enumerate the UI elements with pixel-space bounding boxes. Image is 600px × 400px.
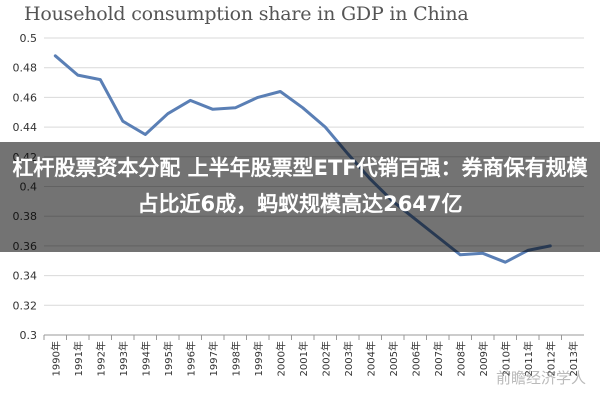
- x-tick-label: 1996年: [184, 341, 197, 376]
- y-tick-label: 0.46: [13, 91, 38, 104]
- x-tick-label: 1999年: [252, 341, 265, 376]
- x-tick-label: 1994年: [139, 341, 152, 376]
- x-tick-label: 2012年: [544, 341, 557, 376]
- x-tick-label: 1995年: [162, 341, 175, 376]
- x-tick-label: 1991年: [72, 341, 85, 376]
- y-tick-label: 0.5: [20, 32, 38, 45]
- y-tick-label: 0.3: [20, 329, 38, 342]
- x-tick-label: 2003年: [342, 341, 355, 376]
- x-tick-label: 1992年: [94, 341, 107, 376]
- x-axis: 1990年 1991年 1992年 1993年 1994年 1995年 1996年 1997年…: [43, 334, 584, 376]
- y-tick-label: 0.44: [13, 121, 38, 134]
- x-tick-label: 2006年: [409, 341, 422, 376]
- x-tick-label: 2008年: [454, 341, 467, 376]
- series-layer: [53, 54, 552, 264]
- x-tick-label: 2002年: [319, 341, 332, 376]
- x-tick-label: 2009年: [477, 341, 490, 376]
- x-tick-label: 2005年: [387, 341, 400, 376]
- x-tick-label: 1997年: [207, 341, 220, 376]
- x-tick-label: 1990年: [49, 341, 62, 376]
- x-tick-label: 2013年: [567, 341, 580, 376]
- y-tick-label: 0.32: [13, 299, 38, 312]
- x-tick-label: 2000年: [274, 341, 287, 376]
- x-tick-label: 1998年: [229, 341, 242, 376]
- watermark: 前瞻经济学人: [495, 369, 586, 387]
- headline-overlay: [0, 142, 600, 252]
- y-tick-label: 0.48: [13, 62, 38, 75]
- y-tick-label: 0.34: [13, 270, 38, 283]
- x-tick-label: 2010年: [499, 341, 512, 376]
- x-tick-label: 1993年: [117, 341, 130, 376]
- x-tick-label: 2004年: [364, 341, 377, 376]
- x-tick-label: 2001年: [297, 341, 310, 376]
- chart-title: Household consumption share in GDP in Ch…: [24, 3, 469, 25]
- series-line: [53, 54, 552, 264]
- headline-text: 杠杆股票资本分配 上半年股票型ETF代销百强：券商保有规模占比近6成，蚂蚁规模高…: [12, 156, 588, 216]
- x-tick-label: 2007年: [432, 341, 445, 376]
- x-tick-label: 2011年: [522, 341, 535, 376]
